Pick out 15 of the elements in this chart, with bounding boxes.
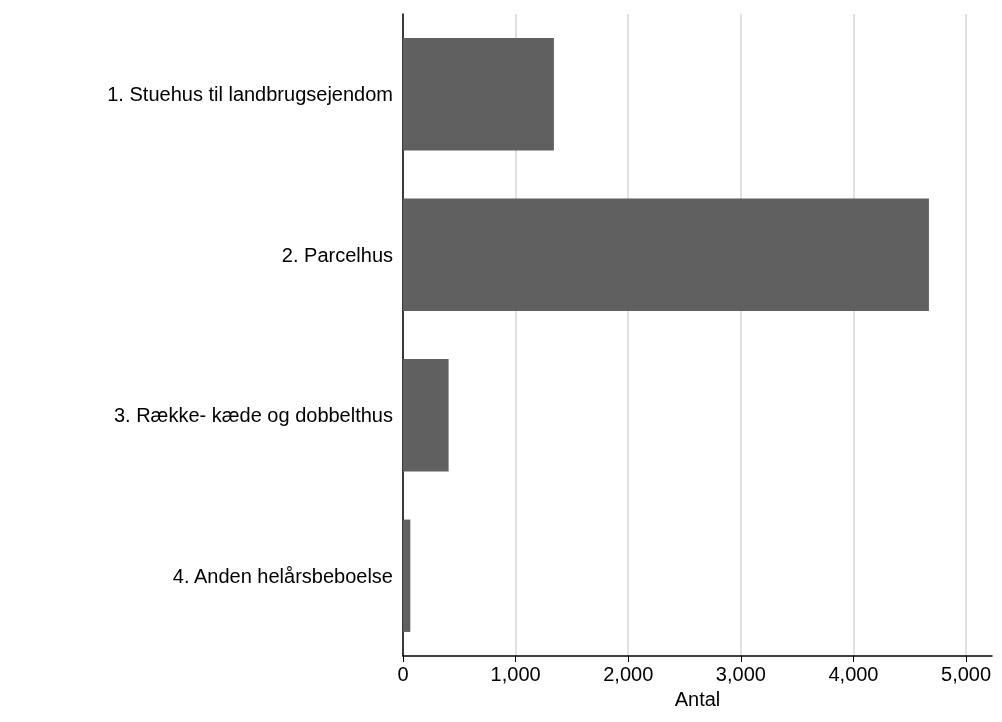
bar: [403, 198, 929, 311]
bar: [403, 38, 554, 151]
x-tick-label: 3,000: [715, 663, 766, 685]
y-tick-label: 2. Parcelhus: [281, 243, 393, 266]
x-tick-label: 1,000: [490, 663, 541, 685]
y-tick-label: 1. Stuehus til landbrugsejendom: [107, 83, 393, 106]
bar: [403, 359, 449, 472]
y-tick-label: 3. Række- kæde og dobbelthus: [113, 404, 393, 427]
x-axis-title: Antal: [674, 687, 721, 710]
y-tick-label: 4. Anden helårsbeboelse: [172, 564, 393, 587]
x-tick-label: 2,000: [603, 663, 654, 685]
x-tick-label: 0: [397, 663, 409, 685]
x-tick-label: 5,000: [941, 663, 992, 685]
bar: [403, 519, 411, 632]
x-tick-label: 4,000: [828, 663, 879, 685]
